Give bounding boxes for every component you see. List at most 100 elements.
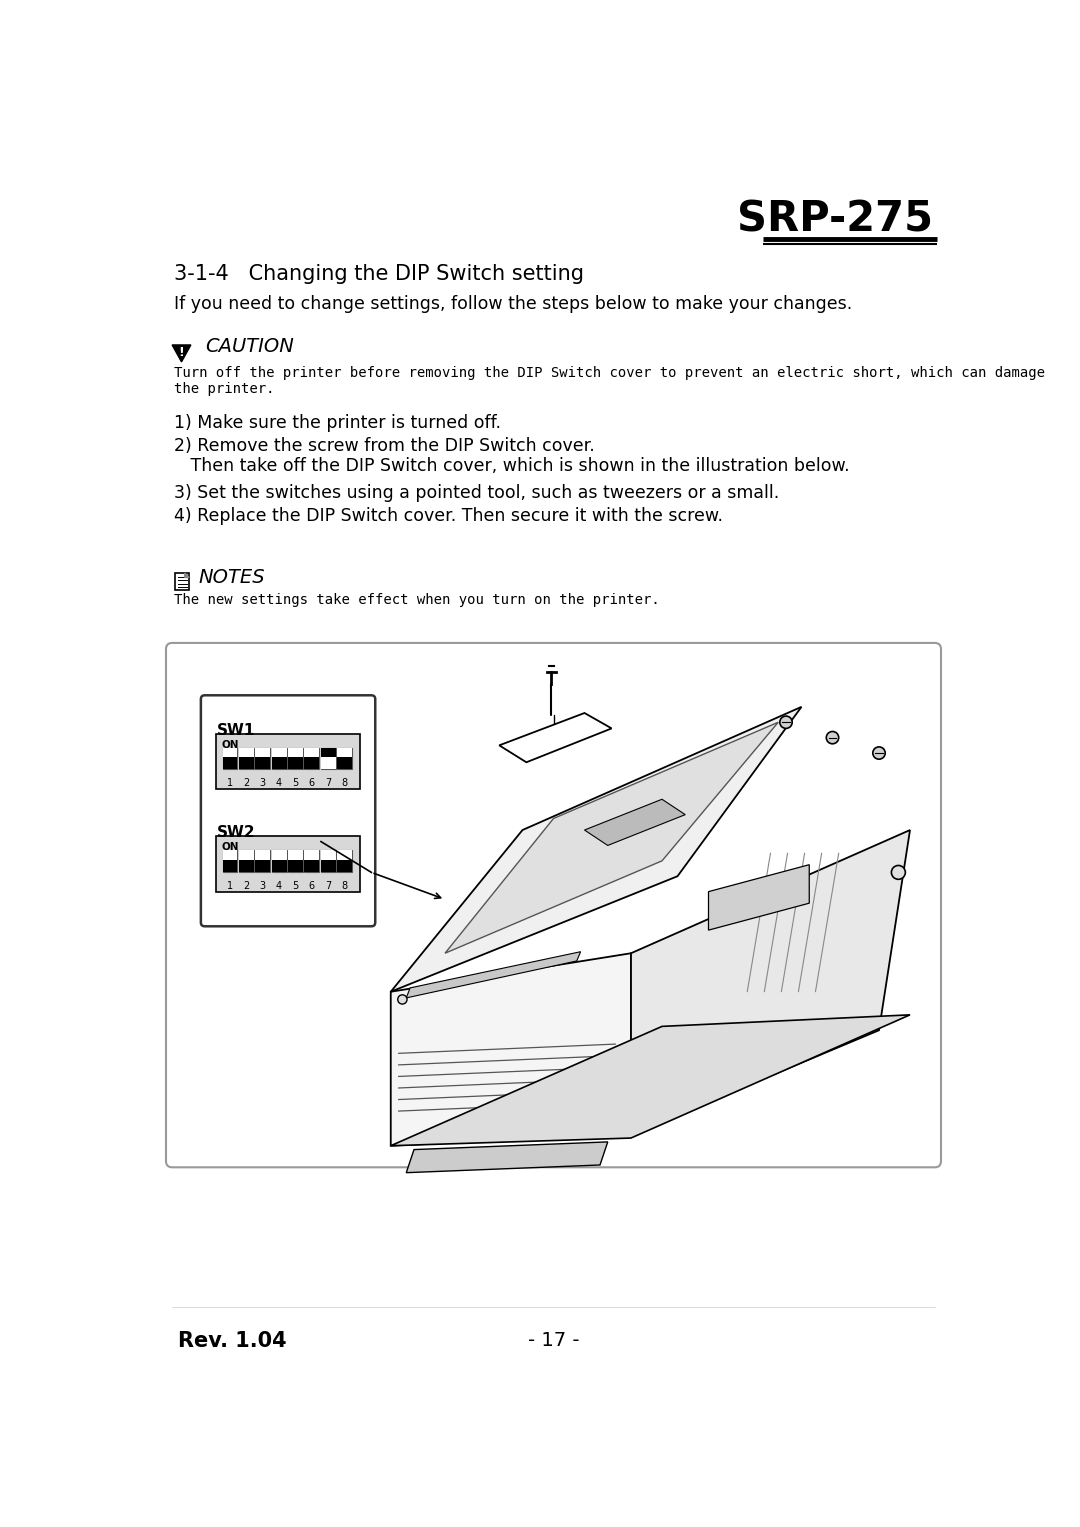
Bar <box>272 748 286 757</box>
Text: 6: 6 <box>309 881 315 890</box>
Circle shape <box>826 731 839 744</box>
Bar <box>305 757 320 770</box>
Bar <box>239 757 254 770</box>
Bar <box>255 851 270 860</box>
Bar <box>305 851 320 872</box>
Polygon shape <box>185 573 189 577</box>
Bar <box>288 851 302 860</box>
Text: 8: 8 <box>341 881 348 890</box>
Circle shape <box>891 866 905 880</box>
Bar <box>272 748 286 770</box>
Bar <box>222 748 238 757</box>
Text: ON: ON <box>221 843 239 852</box>
Bar <box>288 860 302 872</box>
Bar <box>321 851 336 872</box>
Text: The new settings take effect when you turn on the printer.: The new settings take effect when you tu… <box>174 592 660 606</box>
Bar <box>288 748 302 770</box>
Text: NOTES: NOTES <box>199 568 266 588</box>
Text: 2: 2 <box>243 881 249 890</box>
Bar <box>305 851 320 860</box>
Bar <box>337 860 352 872</box>
Text: 3-1-4   Changing the DIP Switch setting: 3-1-4 Changing the DIP Switch setting <box>174 264 584 284</box>
Bar <box>288 757 302 770</box>
Text: 7: 7 <box>325 779 332 788</box>
Text: 7: 7 <box>325 881 332 890</box>
Bar <box>175 573 189 589</box>
Text: 3) Set the switches using a pointed tool, such as tweezers or a small.: 3) Set the switches using a pointed tool… <box>174 484 779 501</box>
Bar <box>288 851 302 872</box>
Text: If you need to change settings, follow the steps below to make your changes.: If you need to change settings, follow t… <box>174 295 852 313</box>
Polygon shape <box>708 864 809 930</box>
Polygon shape <box>406 951 581 999</box>
Text: 5: 5 <box>293 881 298 890</box>
Bar <box>222 757 238 770</box>
Bar <box>305 748 320 770</box>
Bar <box>239 748 254 770</box>
Text: CAUTION: CAUTION <box>205 337 294 356</box>
Text: 4: 4 <box>276 779 282 788</box>
Text: 8: 8 <box>341 779 348 788</box>
Bar <box>216 837 360 892</box>
Text: Rev. 1.04: Rev. 1.04 <box>177 1330 286 1350</box>
FancyBboxPatch shape <box>201 695 375 927</box>
Text: Then take off the DIP Switch cover, which is shown in the illustration below.: Then take off the DIP Switch cover, whic… <box>174 457 849 475</box>
Polygon shape <box>631 831 910 1135</box>
Bar <box>255 748 270 757</box>
Bar <box>255 757 270 770</box>
Text: 4) Replace the DIP Switch cover. Then secure it with the screw.: 4) Replace the DIP Switch cover. Then se… <box>174 507 723 525</box>
Bar <box>305 748 320 757</box>
Text: SW2: SW2 <box>216 826 255 840</box>
Bar <box>272 860 286 872</box>
Bar <box>222 860 238 872</box>
Bar <box>239 860 254 872</box>
Polygon shape <box>391 953 631 1145</box>
Circle shape <box>873 747 886 759</box>
Bar <box>337 851 352 872</box>
Text: ON: ON <box>221 741 239 750</box>
Circle shape <box>397 994 407 1005</box>
Bar <box>272 757 286 770</box>
Polygon shape <box>445 722 779 953</box>
Bar <box>337 748 352 770</box>
Bar <box>321 748 336 770</box>
Bar <box>222 748 238 770</box>
Bar <box>239 851 254 860</box>
Text: SW1: SW1 <box>216 722 255 738</box>
Text: 2: 2 <box>243 779 249 788</box>
Bar <box>288 748 302 757</box>
Bar <box>337 748 352 757</box>
Bar <box>321 757 336 770</box>
Bar <box>321 748 336 757</box>
Text: 1: 1 <box>227 779 233 788</box>
Bar <box>272 851 286 872</box>
Bar <box>239 748 254 757</box>
Text: Turn off the printer before removing the DIP Switch cover to prevent an electric: Turn off the printer before removing the… <box>174 366 1044 380</box>
Bar <box>337 757 352 770</box>
Bar <box>239 851 254 872</box>
Text: 4: 4 <box>276 881 282 890</box>
Text: 6: 6 <box>309 779 315 788</box>
Text: !: ! <box>178 347 185 359</box>
Text: 2) Remove the screw from the DIP Switch cover.: 2) Remove the screw from the DIP Switch … <box>174 437 594 455</box>
Bar <box>305 860 320 872</box>
Text: 5: 5 <box>293 779 298 788</box>
Bar <box>255 851 270 872</box>
Polygon shape <box>584 799 685 846</box>
Text: 1) Make sure the printer is turned off.: 1) Make sure the printer is turned off. <box>174 414 501 432</box>
Text: SRP-275: SRP-275 <box>738 199 933 241</box>
Text: the printer.: the printer. <box>174 382 274 395</box>
Bar <box>321 851 336 860</box>
Bar <box>272 851 286 860</box>
Bar <box>222 851 238 860</box>
Bar <box>337 851 352 860</box>
Text: 3: 3 <box>259 779 266 788</box>
Bar <box>222 851 238 872</box>
Text: 3: 3 <box>259 881 266 890</box>
Text: 1: 1 <box>227 881 233 890</box>
Polygon shape <box>172 345 191 362</box>
Bar <box>321 860 336 872</box>
Text: - 17 -: - 17 - <box>528 1330 579 1350</box>
Polygon shape <box>391 1015 910 1145</box>
Bar <box>255 860 270 872</box>
Circle shape <box>780 716 793 728</box>
